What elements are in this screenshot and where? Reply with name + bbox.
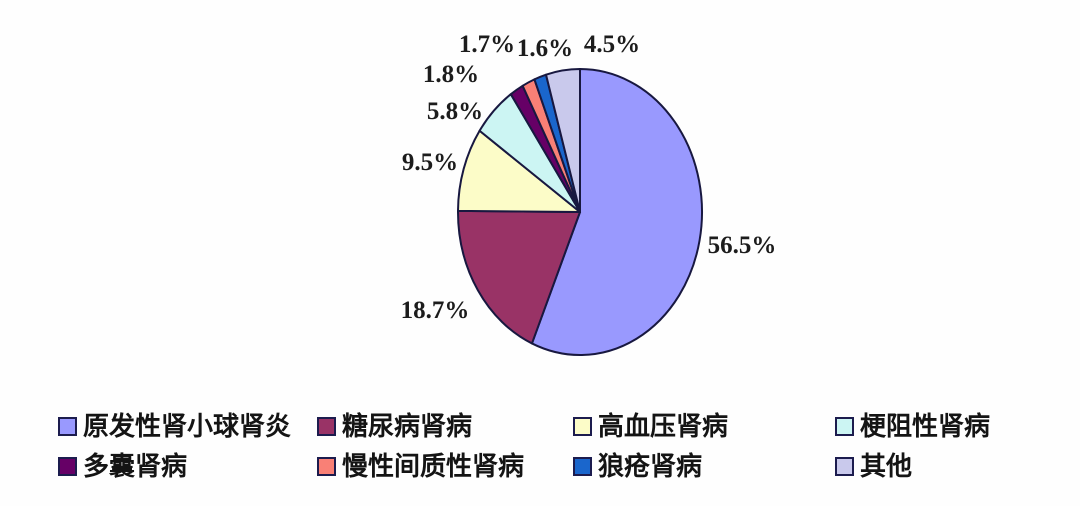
legend-item-label: 高血压肾病: [598, 411, 729, 441]
pie-percent-label: 5.8%: [426, 98, 484, 125]
pie-percent-label: 1.8%: [422, 61, 480, 88]
legend-item: 其他: [835, 453, 912, 479]
legend-item-label: 狼疮肾病: [598, 451, 703, 481]
pie-slice-1: [456, 209, 581, 345]
legend-swatch-icon: [58, 416, 77, 436]
pie-percent-label: 4.5%: [583, 31, 641, 58]
legend-swatch-icon: [573, 456, 592, 476]
pie-percent-label: 18.7%: [400, 297, 470, 324]
pie-percent-label: 1.7%: [458, 31, 516, 58]
pie-percent-label: 56.5%: [707, 232, 777, 259]
legend-item: 梗阻性肾病: [835, 413, 990, 439]
legend-item: 慢性间质性肾病: [317, 453, 524, 479]
legend-item-label: 多囊肾病: [83, 451, 188, 481]
legend-item-label: 梗阻性肾病: [860, 411, 991, 441]
pie-percent-label: 9.5%: [401, 149, 459, 176]
pie-slice-2: [457, 129, 581, 213]
pie-slice-7: [545, 68, 581, 213]
legend-swatch-icon: [317, 416, 336, 436]
pie-percent-label: 1.6%: [516, 35, 574, 62]
legend-swatch-icon: [835, 456, 854, 476]
pie-slice-0: [530, 68, 703, 356]
legend-item-label: 慢性间质性肾病: [342, 451, 525, 481]
legend-item: 高血压肾病: [573, 413, 728, 439]
legend-item: 多囊肾病: [58, 453, 187, 479]
legend-item-label: 糖尿病肾病: [342, 411, 473, 441]
legend-swatch-icon: [835, 416, 854, 436]
legend-swatch-icon: [573, 416, 592, 436]
legend-item: 狼疮肾病: [573, 453, 702, 479]
legend-item-label: 原发性肾小球肾炎: [83, 411, 292, 441]
legend-item-label: 其他: [860, 451, 913, 481]
legend-item: 原发性肾小球肾炎: [58, 413, 291, 439]
legend-swatch-icon: [58, 456, 77, 476]
legend-swatch-icon: [317, 456, 336, 476]
legend-item: 糖尿病肾病: [317, 413, 472, 439]
